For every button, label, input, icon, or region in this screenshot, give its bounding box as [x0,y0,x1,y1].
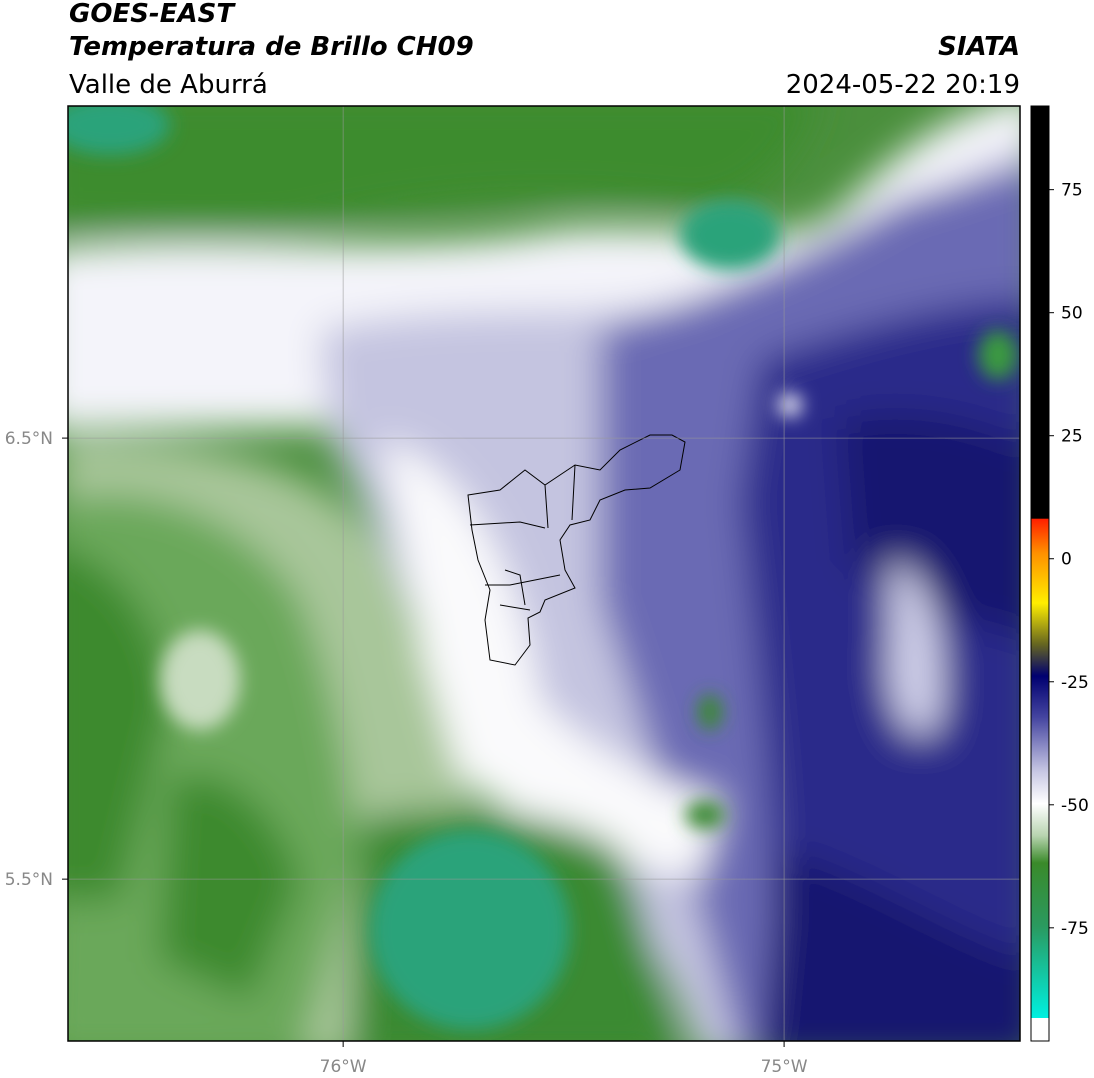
colorbar [1031,106,1049,1018]
colorbar-tick-label: 50 [1061,304,1083,324]
source: SIATA [938,32,1020,62]
datetime: 2024-05-22 20:19 [786,70,1020,100]
title: GOES-EAST [69,0,236,29]
colorbar-tick-label: 0 [1061,550,1072,570]
x-tick-label: 76°W [320,1057,367,1077]
map-frame [67,105,1021,1042]
colorbar-tick-label: -75 [1061,919,1089,939]
colorbar-extend [1031,1018,1049,1041]
colorbar-frame [1030,105,1050,1042]
satellite-image [68,106,1020,1041]
municipal-boundaries [467,434,686,666]
colorbar-tick-label: -50 [1061,796,1089,816]
colorbar-tick-label: -25 [1061,673,1089,693]
region: Valle de Aburrá [69,70,268,100]
x-tick-label: 75°W [761,1057,808,1077]
colorbar-tick-label: 75 [1061,181,1083,201]
y-tick-label: 6.5°N [5,429,53,449]
colorbar-tick-label: 25 [1061,427,1083,447]
subtitle: Temperatura de Brillo CH09 [69,32,474,62]
y-tick-label: 5.5°N [5,870,53,890]
